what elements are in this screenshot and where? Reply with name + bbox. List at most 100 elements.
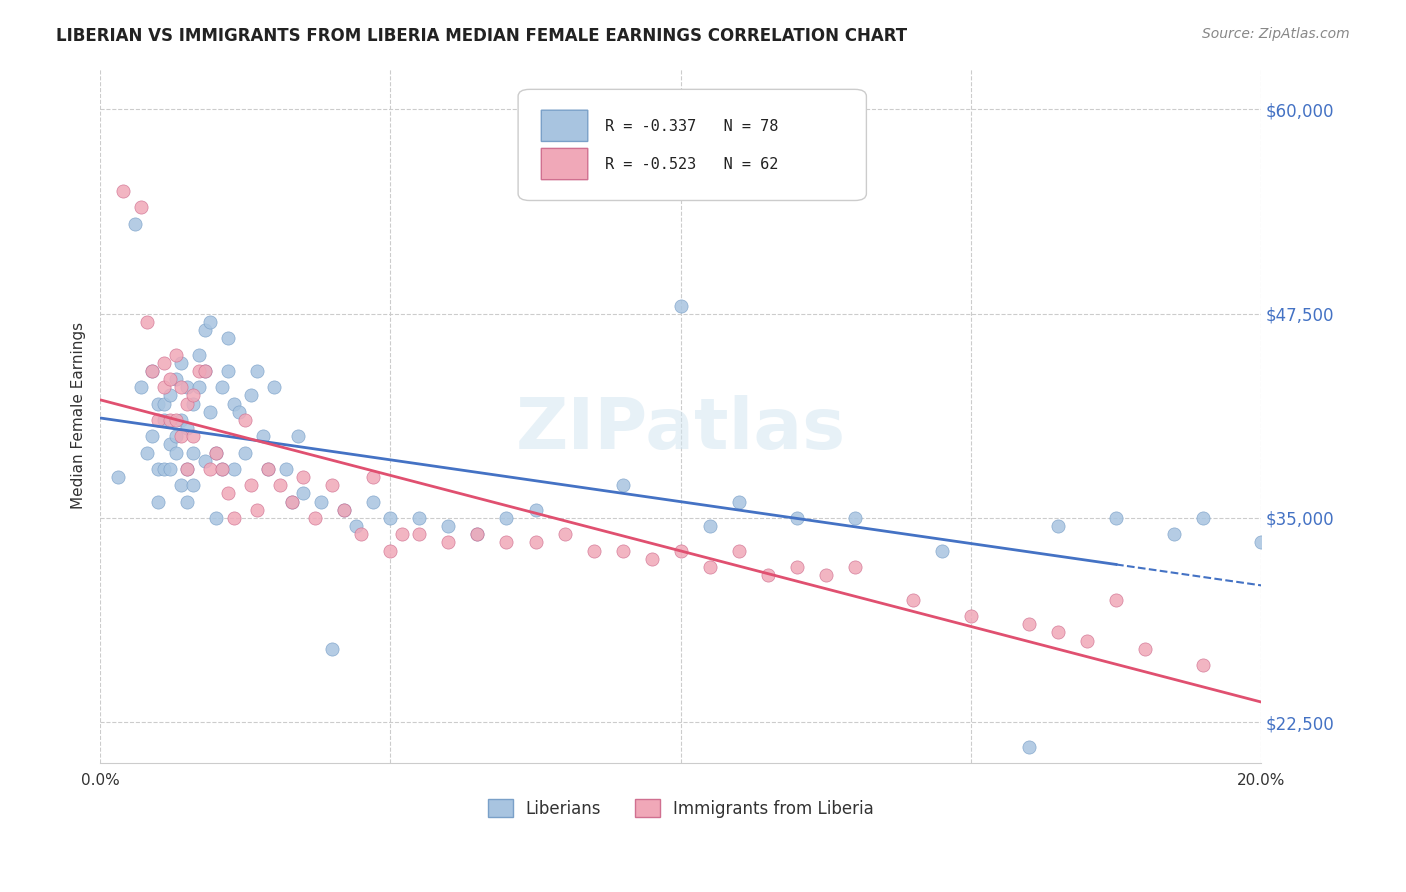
Point	[1250, 535, 1272, 549]
Point	[153, 396, 176, 410]
Point	[170, 429, 193, 443]
Point	[217, 331, 239, 345]
FancyBboxPatch shape	[541, 148, 588, 179]
Point	[612, 478, 634, 492]
Point	[148, 396, 170, 410]
Point	[217, 364, 239, 378]
Point	[153, 380, 176, 394]
Point	[1133, 641, 1156, 656]
Point	[165, 413, 187, 427]
Point	[1018, 617, 1040, 632]
Point	[148, 462, 170, 476]
Point	[141, 364, 163, 378]
Point	[240, 388, 263, 402]
Point	[141, 364, 163, 378]
Point	[170, 478, 193, 492]
Point	[194, 364, 217, 378]
Point	[176, 462, 198, 476]
Point	[280, 494, 302, 508]
Point	[135, 445, 157, 459]
Text: ZIPatlas: ZIPatlas	[516, 395, 845, 464]
Point	[437, 519, 460, 533]
Point	[165, 347, 187, 361]
Point	[129, 201, 152, 215]
Point	[350, 527, 373, 541]
Point	[129, 380, 152, 394]
Point	[170, 356, 193, 370]
Point	[148, 413, 170, 427]
Point	[233, 445, 256, 459]
Point	[246, 503, 269, 517]
Point	[176, 421, 198, 435]
Point	[153, 462, 176, 476]
Point	[844, 511, 866, 525]
Point	[699, 519, 721, 533]
Point	[211, 462, 233, 476]
Point	[200, 405, 222, 419]
Point	[814, 568, 837, 582]
Point	[292, 470, 315, 484]
Point	[165, 429, 187, 443]
Point	[211, 462, 233, 476]
Point	[1105, 511, 1128, 525]
Point	[246, 364, 269, 378]
Point	[344, 519, 367, 533]
Point	[217, 486, 239, 500]
Point	[408, 527, 430, 541]
Point	[159, 437, 181, 451]
Point	[222, 462, 245, 476]
Point	[187, 347, 209, 361]
Point	[240, 478, 263, 492]
Point	[495, 535, 517, 549]
Point	[159, 388, 181, 402]
Point	[176, 380, 198, 394]
Point	[391, 527, 413, 541]
Point	[361, 494, 384, 508]
Point	[786, 560, 808, 574]
Point	[612, 543, 634, 558]
Text: Source: ZipAtlas.com: Source: ZipAtlas.com	[1202, 27, 1350, 41]
Point	[176, 396, 198, 410]
Point	[222, 511, 245, 525]
Point	[181, 445, 204, 459]
Point	[786, 511, 808, 525]
Point	[1018, 739, 1040, 754]
Point	[274, 462, 297, 476]
Y-axis label: Median Female Earnings: Median Female Earnings	[72, 322, 86, 509]
Point	[135, 315, 157, 329]
Point	[640, 551, 662, 566]
Point	[176, 494, 198, 508]
Point	[844, 560, 866, 574]
Point	[727, 543, 749, 558]
Point	[211, 380, 233, 394]
Point	[524, 503, 547, 517]
Point	[222, 396, 245, 410]
Point	[257, 462, 280, 476]
Point	[170, 413, 193, 427]
Point	[200, 315, 222, 329]
Point	[309, 494, 332, 508]
Point	[205, 445, 228, 459]
Point	[960, 609, 983, 624]
Point	[194, 323, 217, 337]
Point	[437, 535, 460, 549]
Point	[153, 413, 176, 427]
Point	[292, 486, 315, 500]
Point	[181, 396, 204, 410]
Point	[187, 380, 209, 394]
Point	[1192, 511, 1215, 525]
Point	[1105, 592, 1128, 607]
Point	[1163, 527, 1185, 541]
Point	[194, 364, 217, 378]
Point	[107, 470, 129, 484]
Point	[756, 568, 779, 582]
Point	[159, 462, 181, 476]
Point	[159, 372, 181, 386]
Point	[408, 511, 430, 525]
Point	[153, 356, 176, 370]
Point	[321, 478, 343, 492]
Point	[1076, 633, 1098, 648]
Text: LIBERIAN VS IMMIGRANTS FROM LIBERIA MEDIAN FEMALE EARNINGS CORRELATION CHART: LIBERIAN VS IMMIGRANTS FROM LIBERIA MEDI…	[56, 27, 907, 45]
Legend: Liberians, Immigrants from Liberia: Liberians, Immigrants from Liberia	[481, 793, 880, 824]
Point	[181, 429, 204, 443]
